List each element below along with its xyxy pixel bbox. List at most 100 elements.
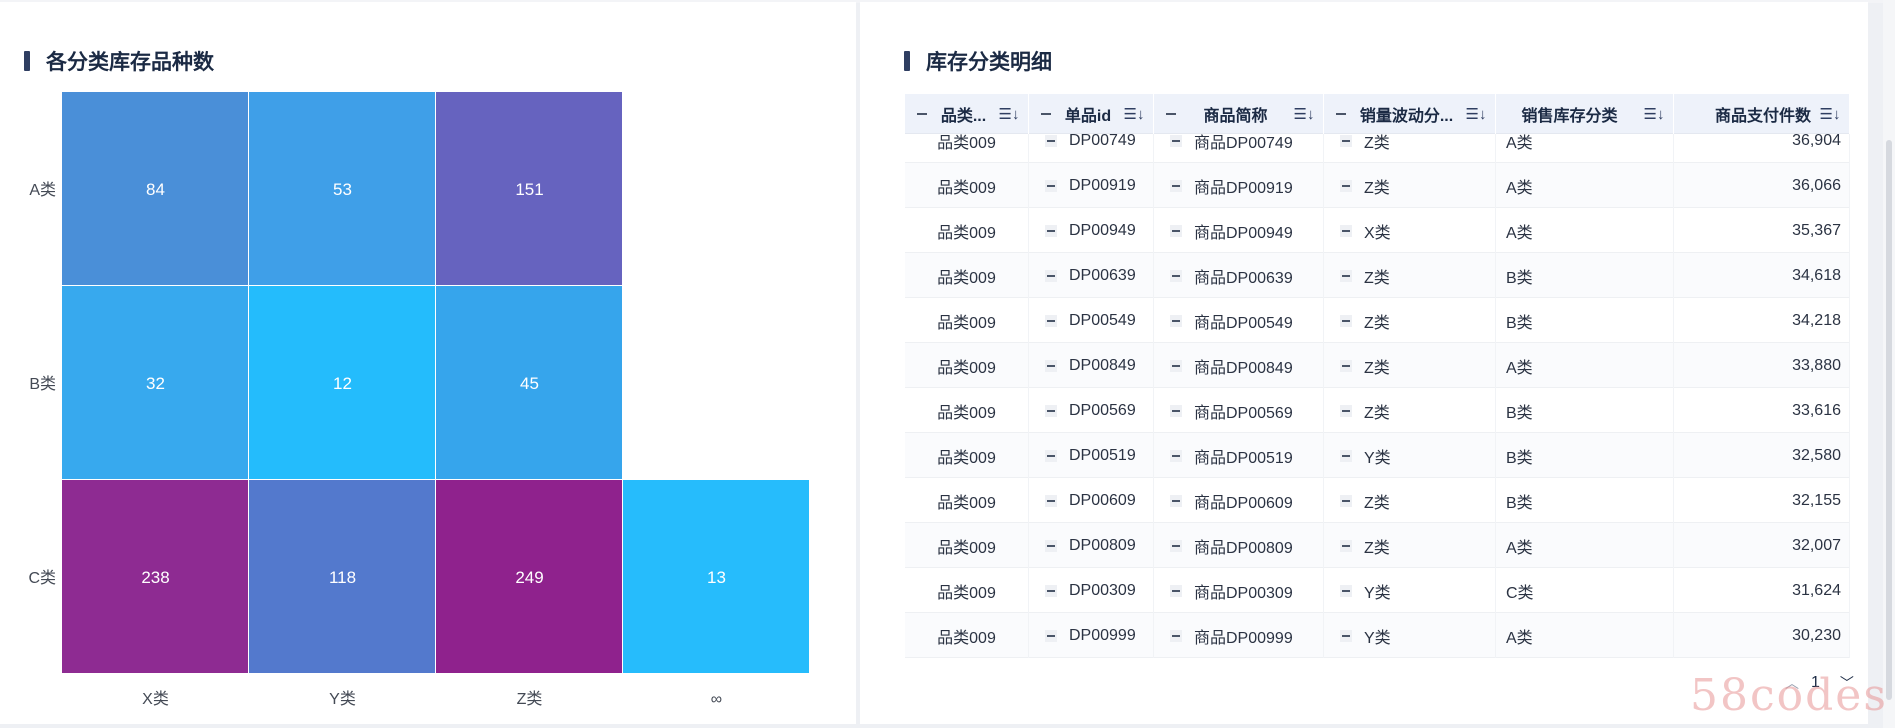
collapse-icon[interactable] — [1340, 224, 1352, 237]
table-row[interactable]: 品类009 DP00809 商品DP00809 Z类 A类 32,007 — [905, 523, 1850, 568]
collapse-icon[interactable] — [1045, 539, 1057, 552]
collapse-icon[interactable] — [1170, 494, 1182, 507]
sort-desc-icon[interactable]: ☰↓ — [998, 106, 1020, 123]
table-row[interactable]: 品类009 DP00519 商品DP00519 Y类 B类 32,580 — [905, 433, 1850, 478]
cell-category: 品类009 — [905, 253, 1029, 298]
heatmap-cell[interactable] — [62, 480, 248, 673]
cell-item-id-text: DP00849 — [1069, 356, 1136, 374]
sort-desc-icon[interactable]: ☰↓ — [1819, 106, 1841, 123]
table-row[interactable]: 品类009 DP00639 商品DP00639 Z类 B类 34,618 — [905, 253, 1850, 298]
collapse-icon[interactable] — [1039, 107, 1053, 121]
collapse-icon[interactable] — [1170, 269, 1182, 282]
sort-desc-icon[interactable]: ☰↓ — [1123, 106, 1145, 123]
collapse-icon[interactable] — [1340, 179, 1352, 192]
collapse-icon[interactable] — [1045, 584, 1057, 597]
collapse-icon[interactable] — [1170, 629, 1182, 642]
collapse-icon[interactable] — [1045, 359, 1057, 372]
table-body[interactable]: 品类009 DP00749 商品DP00749 Z类 A类 36,904 品类009 DP00… — [905, 134, 1850, 694]
top-divider — [0, 0, 1895, 3]
column-header-item-id[interactable]: 单品id ☰↓ — [1029, 94, 1154, 134]
heatmap-cell[interactable] — [436, 286, 622, 479]
table-row[interactable]: 品类009 DP00549 商品DP00549 Z类 B类 34,218 — [905, 298, 1850, 343]
cell-item-name-text: 商品DP00519 — [1194, 449, 1293, 467]
cell-paid-qty: 33,880 — [1674, 343, 1850, 388]
collapse-icon[interactable] — [1045, 134, 1057, 147]
collapse-icon[interactable] — [1045, 224, 1057, 237]
collapse-icon[interactable] — [1164, 107, 1178, 121]
table-row[interactable]: 品类009 DP00309 商品DP00309 Y类 C类 31,624 — [905, 568, 1850, 613]
heatmap-cell[interactable] — [249, 480, 435, 673]
heatmap-cell[interactable] — [62, 286, 248, 479]
table-row[interactable]: 品类009 DP00999 商品DP00999 Y类 A类 30,230 — [905, 613, 1850, 658]
cell-paid-qty: 32,580 — [1674, 433, 1850, 478]
table-row[interactable]: 品类009 DP00569 商品DP00569 Z类 B类 33,616 — [905, 388, 1850, 433]
collapse-icon[interactable] — [1170, 359, 1182, 372]
collapse-icon[interactable] — [1045, 449, 1057, 462]
heatmap-cell[interactable] — [623, 480, 809, 673]
collapse-icon[interactable] — [1045, 179, 1057, 192]
cell-item-name: 商品DP00999 — [1154, 613, 1324, 658]
cell-paid-qty: 35,367 — [1674, 208, 1850, 253]
page-scrollbar[interactable] — [1883, 0, 1895, 728]
collapse-icon[interactable] — [1340, 629, 1352, 642]
chevron-up-icon[interactable]: ︿ — [1785, 675, 1799, 691]
sort-desc-icon[interactable]: ☰↓ — [1465, 106, 1487, 123]
collapse-icon[interactable] — [1170, 314, 1182, 327]
table-row[interactable]: 品类009 DP00849 商品DP00849 Z类 A类 33,880 — [905, 343, 1850, 388]
sort-desc-icon[interactable]: ☰↓ — [1643, 106, 1665, 123]
heatmap-cell[interactable] — [436, 92, 622, 285]
table-row[interactable]: 品类009 DP00919 商品DP00919 Z类 A类 36,066 — [905, 163, 1850, 208]
collapse-icon[interactable] — [1340, 404, 1352, 417]
collapse-icon[interactable] — [1045, 314, 1057, 327]
collapse-icon[interactable] — [1340, 359, 1352, 372]
table-row[interactable]: 品类009 DP00609 商品DP00609 Z类 B类 32,155 — [905, 478, 1850, 523]
collapse-icon[interactable] — [1170, 224, 1182, 237]
collapse-icon[interactable] — [1170, 584, 1182, 597]
sort-desc-icon[interactable]: ☰↓ — [1293, 106, 1315, 123]
collapse-icon[interactable] — [1334, 107, 1348, 121]
chevron-down-icon[interactable]: ﹀ — [1839, 675, 1854, 691]
y-axis-tick-label: A类 — [29, 181, 56, 199]
cell-item-name: 商品DP00749 — [1154, 134, 1324, 163]
collapse-icon[interactable] — [1340, 494, 1352, 507]
table-row[interactable]: 品类009 DP00949 商品DP00949 X类 A类 35,367 — [905, 208, 1850, 253]
collapse-icon[interactable] — [1340, 584, 1352, 597]
cell-category-text: 品类009 — [937, 134, 996, 152]
collapse-icon[interactable] — [1170, 179, 1182, 192]
cell-stock-class-text: A类 — [1506, 539, 1533, 557]
heatmap-cell[interactable] — [249, 92, 435, 285]
heatmap-cell[interactable] — [62, 92, 248, 285]
collapse-icon[interactable] — [1340, 539, 1352, 552]
collapse-icon[interactable] — [1045, 404, 1057, 417]
cell-item-id-text: DP00809 — [1069, 536, 1136, 554]
cell-item-name: 商品DP00849 — [1154, 343, 1324, 388]
collapse-icon[interactable] — [1170, 404, 1182, 417]
heatmap-cell[interactable] — [249, 286, 435, 479]
column-header-category[interactable]: 品类... ☰↓ — [905, 94, 1029, 134]
collapse-icon[interactable] — [1170, 449, 1182, 462]
column-header-paid-qty[interactable]: 商品支付件数 ☰↓ — [1674, 94, 1850, 134]
collapse-icon[interactable] — [915, 107, 929, 121]
collapse-icon[interactable] — [1045, 629, 1057, 642]
heatmap-panel-title: 各分类库存品种数 — [24, 46, 214, 76]
column-header-item-name[interactable]: 商品简称 ☰↓ — [1154, 94, 1324, 134]
cell-category-text: 品类009 — [937, 269, 996, 287]
collapse-icon[interactable] — [1045, 494, 1057, 507]
collapse-icon[interactable] — [1340, 269, 1352, 282]
collapse-icon[interactable] — [1045, 269, 1057, 282]
collapse-icon[interactable] — [1170, 134, 1182, 147]
collapse-icon[interactable] — [1340, 314, 1352, 327]
table-row[interactable]: 品类009 DP00749 商品DP00749 Z类 A类 36,904 — [905, 134, 1850, 163]
table-title-text: 库存分类明细 — [926, 51, 1052, 74]
collapse-icon[interactable] — [1170, 539, 1182, 552]
cell-item-name: 商品DP00549 — [1154, 298, 1324, 343]
column-label: 单品id — [1064, 108, 1112, 125]
table-panel-title: 库存分类明细 — [904, 46, 1052, 76]
heatmap-cell[interactable] — [436, 480, 622, 673]
collapse-icon[interactable] — [1340, 134, 1352, 147]
column-header-volatility[interactable]: 销量波动分... ☰↓ — [1324, 94, 1496, 134]
collapse-icon[interactable] — [1340, 449, 1352, 462]
cell-stock-class-text: A类 — [1506, 179, 1533, 197]
scrollbar-thumb[interactable] — [1886, 140, 1892, 700]
column-header-stock-class[interactable]: 销售库存分类 ☰↓ — [1496, 94, 1674, 134]
